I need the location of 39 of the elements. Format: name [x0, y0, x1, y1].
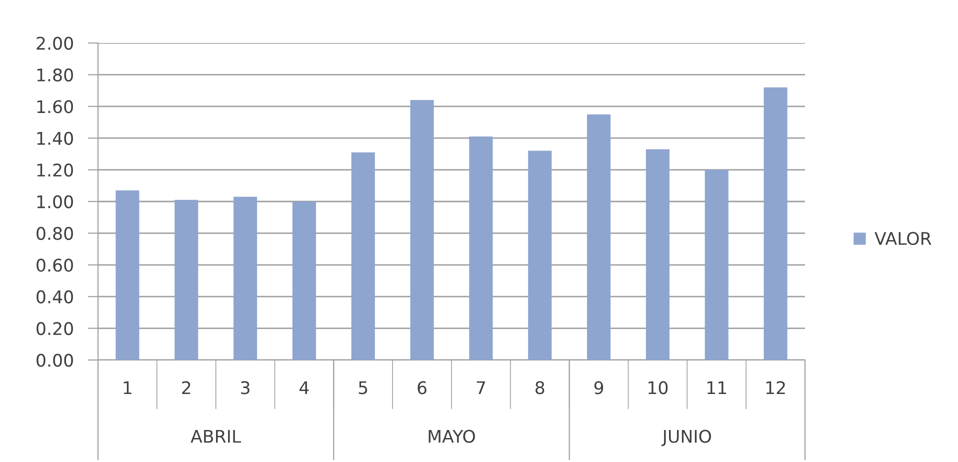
bar [528, 150, 552, 360]
y-tick-label: 1.80 [37, 68, 73, 82]
bar [410, 100, 434, 360]
x-tick-label: 8 [536, 381, 544, 394]
bar [351, 152, 375, 360]
x-tick-label: 5 [358, 381, 368, 394]
y-tick-label: 0.00 [36, 354, 73, 367]
x-tick-label: 6 [418, 381, 426, 394]
bar [116, 190, 140, 360]
y-tick-label: 1.20 [37, 164, 73, 177]
bar [234, 196, 258, 360]
x-tick-label: 11 [707, 381, 726, 394]
x-tick-label: 1 [124, 381, 132, 394]
x-tick-label: 3 [241, 381, 250, 394]
y-tick-label: 2.00 [36, 36, 73, 50]
x-tick-label: 9 [594, 381, 604, 394]
y-tick-label: 1.00 [37, 195, 73, 208]
bar [174, 200, 198, 360]
x-tick-label: 7 [476, 381, 485, 394]
y-tick-label: 0.40 [36, 290, 73, 304]
bar [764, 87, 788, 360]
y-tick-label: 0.20 [36, 322, 73, 336]
legend-label: VALOR [874, 232, 932, 246]
x-tick-label: 4 [300, 381, 309, 394]
bar [704, 170, 728, 360]
bar [587, 114, 611, 360]
bar [469, 136, 493, 360]
x-tick-label: 12 [766, 381, 785, 394]
y-tick-label: 0.80 [36, 226, 73, 240]
y-tick-label: 1.40 [37, 132, 73, 145]
y-tick-label: 0.60 [36, 258, 73, 272]
x-tick-label: 2 [182, 381, 190, 394]
text: MAYO [428, 430, 475, 443]
bar [292, 202, 316, 360]
text: JUNIO [661, 430, 711, 446]
bar [646, 149, 670, 360]
y-tick-label: 1.60 [37, 100, 73, 114]
text: ABRIL [190, 430, 242, 443]
x-tick-label: 10 [648, 381, 668, 394]
